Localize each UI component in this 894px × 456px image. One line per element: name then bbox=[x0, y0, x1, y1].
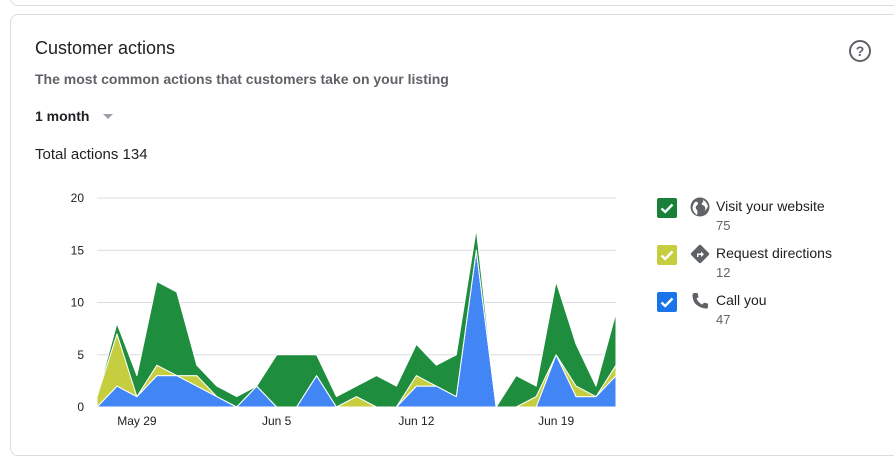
legend-label: Call you bbox=[716, 292, 767, 308]
legend-label: Visit your website bbox=[716, 198, 825, 214]
y-tick-label: 15 bbox=[71, 243, 85, 257]
help-icon[interactable]: ? bbox=[849, 40, 871, 62]
legend-count: 12 bbox=[716, 265, 731, 280]
y-tick-label: 20 bbox=[71, 191, 85, 205]
x-tick-label: Jun 19 bbox=[538, 414, 574, 428]
x-tick-label: Jun 5 bbox=[262, 414, 292, 428]
period-label: 1 month bbox=[35, 108, 90, 124]
total-actions: Total actions 134 bbox=[35, 146, 148, 163]
y-tick-label: 0 bbox=[77, 400, 84, 414]
website-checkbox[interactable] bbox=[657, 198, 677, 218]
legend-count: 75 bbox=[716, 218, 731, 233]
period-dropdown[interactable]: 1 month bbox=[35, 108, 114, 124]
x-tick-label: May 29 bbox=[117, 414, 157, 428]
card-title: Customer actions bbox=[35, 38, 176, 58]
card-subtitle: The most common actions that customers t… bbox=[35, 71, 449, 87]
area-visit-your-website bbox=[96, 228, 617, 408]
y-tick-label: 10 bbox=[71, 296, 85, 310]
caret-down-icon bbox=[103, 113, 114, 119]
x-tick-label: Jun 12 bbox=[398, 414, 434, 428]
call-checkbox[interactable] bbox=[657, 292, 677, 312]
directions-checkbox[interactable] bbox=[657, 245, 677, 265]
globe-icon bbox=[690, 197, 710, 217]
phone-icon bbox=[692, 293, 708, 309]
y-tick-label: 5 bbox=[77, 348, 84, 362]
legend-label: Request directions bbox=[716, 245, 832, 261]
legend-count: 47 bbox=[716, 312, 731, 327]
directions-icon bbox=[690, 244, 710, 264]
